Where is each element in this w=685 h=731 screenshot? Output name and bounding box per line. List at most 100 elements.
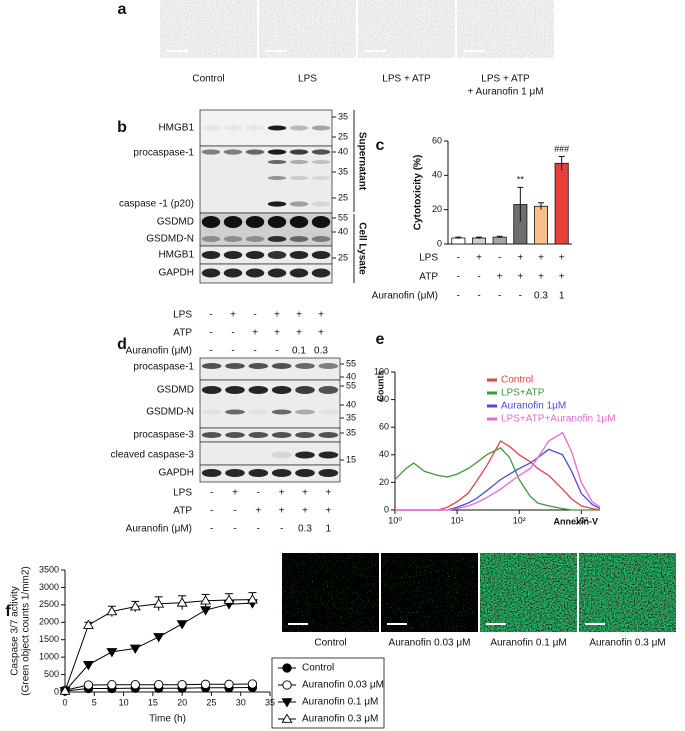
blot-band <box>289 125 309 131</box>
treatment-cell: + <box>538 272 544 283</box>
y-tick-label: 40 <box>379 449 389 459</box>
blot-band <box>311 236 331 242</box>
treatment-cell: 0.1 <box>292 346 306 357</box>
blot-strip <box>199 212 333 247</box>
treatment-cell: + <box>230 310 236 321</box>
treatment-cell: - <box>257 488 260 499</box>
blot-band <box>318 432 339 438</box>
band-label: procaspase-1 <box>133 362 194 373</box>
treatment-cell: + <box>302 506 308 517</box>
treatment-cell: - <box>231 328 234 339</box>
blot-band <box>248 409 269 415</box>
blot-band <box>223 251 243 259</box>
blot-band <box>248 363 269 369</box>
image-caption: LPS <box>298 74 317 85</box>
y-tick-label: 500 <box>44 669 59 679</box>
x-tick-label: 0 <box>62 697 67 707</box>
data-point <box>200 595 212 605</box>
treatment-cell: - <box>257 524 260 535</box>
blot-band <box>295 386 315 394</box>
blot-band <box>201 409 222 415</box>
blot-band <box>311 251 331 259</box>
treatment-cell: + <box>325 488 331 499</box>
legend-label: Control <box>501 375 533 386</box>
blot-strip <box>199 357 341 381</box>
blot-band <box>225 432 245 438</box>
image-caption: Control <box>192 74 224 85</box>
blot-band <box>311 176 331 180</box>
series-line <box>64 602 253 692</box>
blot-band <box>295 451 315 459</box>
blot-band <box>245 125 265 131</box>
blot-band <box>223 268 243 278</box>
size-marker: 15 <box>346 454 356 464</box>
blot-band <box>223 125 243 131</box>
x-tick-label: 20 <box>177 697 187 707</box>
legend-label: LPS+ATP <box>501 388 545 399</box>
blot-band <box>311 149 331 155</box>
panel-label: b <box>117 119 127 136</box>
data-point <box>154 680 164 690</box>
band-label: GSDMD-N <box>146 234 194 245</box>
x-tick-label: 25 <box>206 697 216 707</box>
treatment-cell: - <box>210 506 213 517</box>
significance: ### <box>554 144 569 154</box>
blot-band <box>318 386 339 394</box>
bar <box>492 236 507 245</box>
treatment-cell: - <box>233 506 236 517</box>
data-point <box>246 594 258 604</box>
x-tick-label: 10³ <box>575 515 588 525</box>
blot-band <box>225 409 245 415</box>
blot-band <box>267 236 287 242</box>
data-point <box>223 594 235 604</box>
legend-box <box>271 657 385 729</box>
band-label: GSDMD <box>157 217 194 228</box>
treatment-cell: - <box>280 524 283 535</box>
blot-band <box>318 469 339 477</box>
blot-band <box>311 125 331 131</box>
blot-band <box>223 149 243 155</box>
blot-band <box>201 386 222 394</box>
blot-band <box>223 216 243 228</box>
treatment-cell: 1 <box>326 524 332 535</box>
y-axis-label: (Green object counts 1/mm2) <box>21 566 32 696</box>
blot-band <box>248 469 269 477</box>
series-line <box>395 431 601 511</box>
size-marker: 35 <box>338 111 348 121</box>
blot-band <box>289 236 309 242</box>
y-tick-label: 60 <box>432 135 442 145</box>
size-marker: 35 <box>338 166 348 176</box>
treatment-cell: + <box>296 310 302 321</box>
legend-label: Auranofin 0.03 μM <box>302 680 384 691</box>
size-marker: 25 <box>338 252 348 262</box>
blot-band <box>267 176 287 180</box>
blot-band <box>245 251 265 259</box>
blot-band <box>318 409 339 415</box>
blot-band <box>271 469 292 477</box>
y-tick-label: 3000 <box>39 582 59 592</box>
treatment-cell: - <box>457 272 460 283</box>
treatment-label: LPS <box>173 310 192 321</box>
legend-label: LPS+ATP+Auranofin 1μM <box>501 414 616 425</box>
treatment-cell: - <box>210 488 213 499</box>
blot-band <box>311 216 331 228</box>
blot-band <box>271 386 292 394</box>
blot-band <box>267 268 287 278</box>
blot-band <box>311 268 331 278</box>
treatment-cell: + <box>279 506 285 517</box>
y-tick-label: 1000 <box>39 652 59 662</box>
size-marker: 55 <box>346 380 356 390</box>
size-marker: 35 <box>346 412 356 422</box>
treatment-cell: - <box>253 310 256 321</box>
data-point <box>130 680 140 690</box>
treatment-cell: + <box>325 506 331 517</box>
treatment-cell: - <box>477 291 480 302</box>
panel-label: e <box>376 331 385 348</box>
y-tick-label: 3500 <box>39 564 59 574</box>
blot-band <box>289 216 309 228</box>
blot-band <box>245 149 265 155</box>
treatment-cell: - <box>519 291 522 302</box>
treatment-label: Auranofin (μM) <box>126 346 192 357</box>
blot-band <box>289 251 309 259</box>
